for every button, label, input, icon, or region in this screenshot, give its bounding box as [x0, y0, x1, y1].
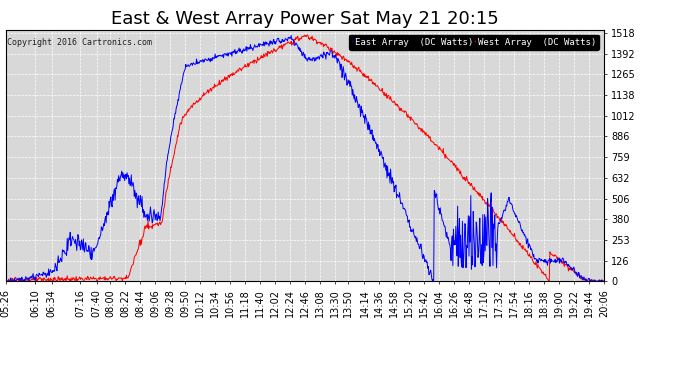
Text: Copyright 2016 Cartronics.com: Copyright 2016 Cartronics.com	[7, 38, 152, 46]
Legend: East Array  (DC Watts), West Array  (DC Watts): East Array (DC Watts), West Array (DC Wa…	[349, 34, 599, 50]
Title: East & West Array Power Sat May 21 20:15: East & West Array Power Sat May 21 20:15	[111, 10, 498, 28]
